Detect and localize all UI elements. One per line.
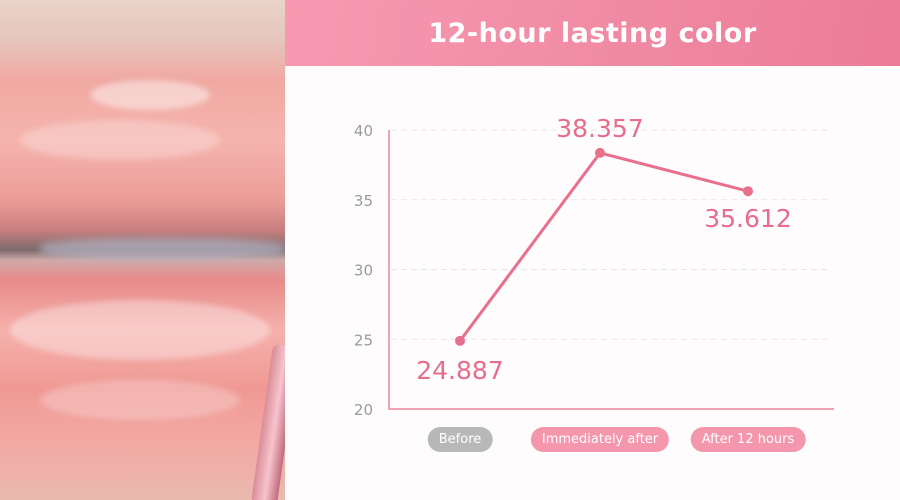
data-point <box>455 335 465 346</box>
data-label: 38.357 <box>556 114 643 143</box>
series-line <box>458 151 749 342</box>
line-chart: 20 25 30 35 40 24.887 38.357 35.612 <box>354 114 834 419</box>
data-point <box>743 186 753 197</box>
data-point <box>595 147 605 158</box>
y-tick-label: 30 <box>354 262 373 280</box>
lips-photo <box>0 0 285 500</box>
x-category-label: Before <box>427 427 493 452</box>
x-category-label: Immediately after <box>530 427 670 452</box>
data-label: 35.612 <box>704 204 791 233</box>
y-tick-label: 40 <box>354 122 373 140</box>
data-label: 24.887 <box>416 356 503 385</box>
x-category-label: After 12 hours <box>690 427 806 452</box>
y-tick-label: 35 <box>354 192 373 210</box>
header-banner: 12-hour lasting color <box>285 0 900 66</box>
y-tick-label: 20 <box>354 401 373 419</box>
chart-title: 12-hour lasting color <box>428 17 757 49</box>
y-tick-label: 25 <box>354 331 373 349</box>
